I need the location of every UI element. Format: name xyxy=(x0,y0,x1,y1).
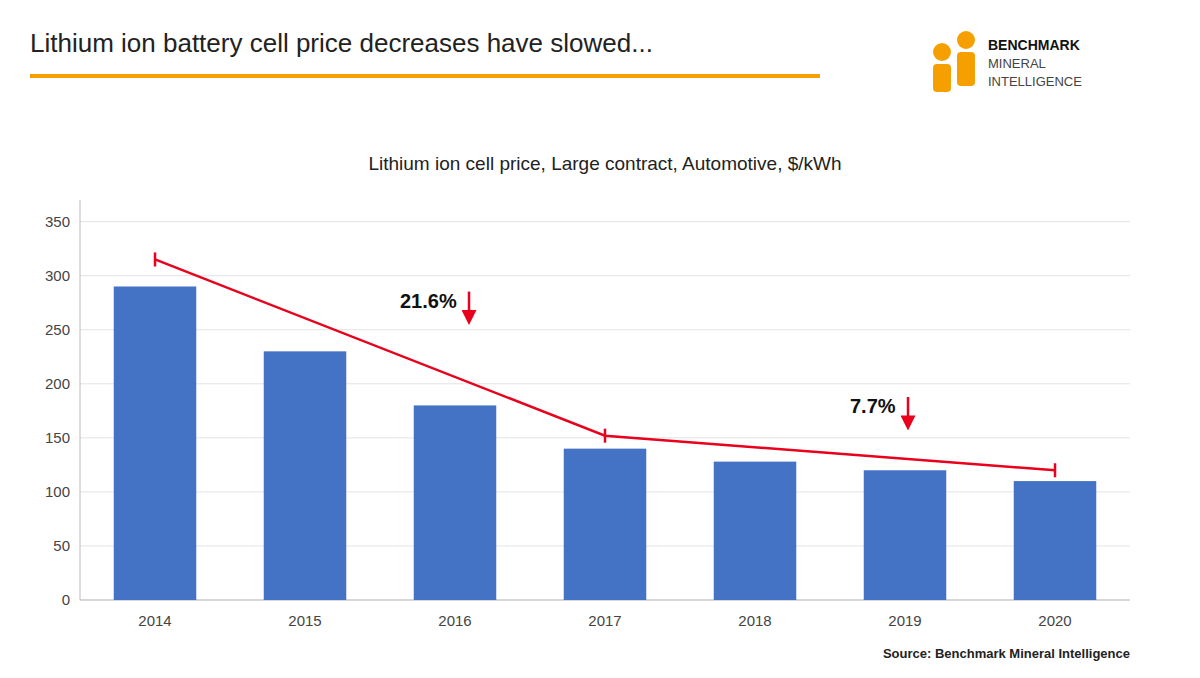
title-rule xyxy=(30,74,820,78)
title: Lithium ion battery cell price decreases… xyxy=(30,28,653,58)
x-tick-label: 2014 xyxy=(138,612,171,629)
logo-icon xyxy=(933,43,951,61)
y-tick-label: 350 xyxy=(45,213,70,230)
annotation-arrow xyxy=(468,292,471,318)
logo: BENCHMARK MINERAL INTELLIGENCE xyxy=(933,31,1082,92)
grid-line xyxy=(80,221,1130,222)
logo-text: BENCHMARK xyxy=(988,37,1080,53)
annotation-arrow xyxy=(907,397,910,423)
x-tick-label: 2018 xyxy=(738,612,771,629)
x-tick-label: 2016 xyxy=(438,612,471,629)
y-tick-label: 0 xyxy=(62,591,70,608)
logo-icon xyxy=(933,64,951,92)
annotation: 21.6% xyxy=(400,290,457,312)
plot-area xyxy=(114,252,1097,600)
logo-text: MINERAL xyxy=(988,56,1046,71)
grid-line xyxy=(80,383,1130,384)
chart: Lithium ion battery cell price decreases… xyxy=(0,0,1200,678)
y-tick-label: 250 xyxy=(45,321,70,338)
y-tick-label: 200 xyxy=(45,375,70,392)
logo-icon xyxy=(957,52,975,86)
grid-line xyxy=(80,329,1130,330)
x-tick-label: 2019 xyxy=(888,612,921,629)
trend-end-tick xyxy=(154,252,157,266)
x-tick-label: 2020 xyxy=(1038,612,1071,629)
y-tick-label: 100 xyxy=(45,483,70,500)
trend-end-tick xyxy=(1054,463,1057,477)
trend-line xyxy=(155,259,1055,470)
bar xyxy=(414,405,497,600)
bar xyxy=(564,449,647,600)
bar xyxy=(114,286,197,600)
x-tick-label: 2017 xyxy=(588,612,621,629)
bar xyxy=(264,351,347,600)
bar xyxy=(864,470,947,600)
annotation: 7.7% xyxy=(850,395,896,417)
y-tick-label: 150 xyxy=(45,429,70,446)
bar xyxy=(1014,481,1097,600)
y-tick-label: 300 xyxy=(45,267,70,284)
y-axis-line xyxy=(80,200,81,600)
subtitle: Lithium ion cell price, Large contract, … xyxy=(368,153,841,174)
source: Source: Benchmark Mineral Intelligence xyxy=(883,646,1130,661)
x-tick-label: 2015 xyxy=(288,612,321,629)
trend-end-tick xyxy=(604,429,607,443)
logo-icon xyxy=(957,31,975,49)
bar xyxy=(714,462,797,600)
grid xyxy=(80,222,1130,600)
grid-line xyxy=(80,275,1130,276)
logo-text: INTELLIGENCE xyxy=(988,74,1082,89)
y-tick-label: 50 xyxy=(53,537,70,554)
